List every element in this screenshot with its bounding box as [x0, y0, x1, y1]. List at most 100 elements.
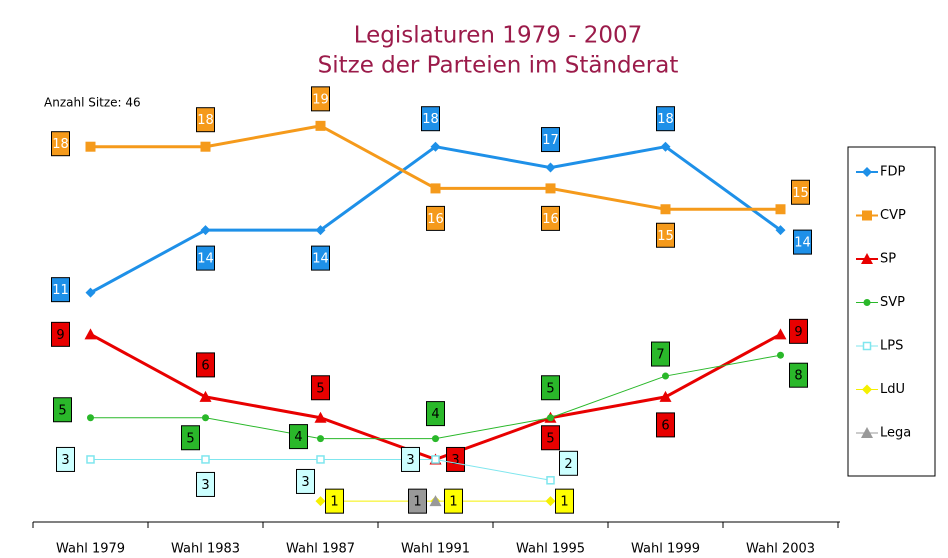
marker	[199, 390, 212, 402]
marker	[430, 141, 441, 152]
data-label: 3	[61, 453, 69, 468]
marker	[317, 435, 324, 443]
series: 9 6 5 3 5 6 9	[51, 318, 808, 472]
data-label: 1	[330, 495, 338, 510]
data-label-box	[656, 412, 675, 438]
marker	[862, 167, 872, 177]
annotation: Anzahl Sitze: 46	[44, 96, 141, 110]
marker	[546, 476, 555, 485]
marker	[775, 225, 786, 236]
data-label: 9	[794, 325, 802, 340]
data-label-box	[791, 179, 810, 205]
data-label-box	[311, 375, 330, 401]
data-label: 18	[657, 112, 674, 127]
data-label: 1	[449, 495, 457, 510]
data-label: 14	[197, 252, 214, 267]
data-label: 19	[312, 92, 329, 107]
data-label-box	[426, 205, 445, 231]
data-label-box	[426, 401, 445, 427]
data-label-box	[289, 424, 308, 450]
data-label: 5	[58, 403, 66, 418]
data-label: 3	[451, 453, 459, 468]
marker	[314, 411, 327, 423]
series: 5 5 4 4 5 7 8	[53, 341, 808, 451]
data-label-box	[421, 106, 440, 132]
data-label-box	[401, 446, 420, 472]
legend-label: FDP	[880, 165, 905, 180]
x-tick-label: Wahl 1995	[516, 542, 585, 557]
data-label-box	[196, 245, 215, 271]
data-label-box	[444, 488, 463, 514]
marker	[662, 372, 669, 380]
data-label: 3	[201, 478, 209, 493]
data-label-box	[53, 397, 72, 423]
marker	[775, 204, 786, 215]
data-label: 4	[431, 407, 439, 422]
data-label-box	[656, 222, 675, 248]
chart-subtitle: Sitze der Parteien im Ständerat	[318, 53, 679, 79]
data-label: 18	[197, 113, 214, 128]
data-label: 6	[201, 358, 209, 373]
data-label-box	[555, 488, 574, 514]
data-label-box	[789, 362, 808, 388]
data-label-box	[51, 131, 70, 157]
marker	[774, 328, 787, 340]
marker	[861, 253, 873, 264]
data-label-box	[311, 86, 330, 112]
data-label-box	[181, 425, 200, 451]
legend-label: SVP	[880, 295, 905, 310]
marker	[315, 496, 326, 507]
legend-label: LPS	[880, 339, 903, 354]
marker	[862, 210, 872, 221]
marker	[316, 455, 325, 464]
x-tick-label: Wahl 1987	[286, 542, 355, 557]
marker	[85, 141, 96, 152]
marker	[777, 351, 784, 359]
data-label: 5	[546, 431, 554, 446]
legend-box	[847, 146, 936, 477]
marker	[200, 141, 211, 152]
data-label: 5	[546, 381, 554, 396]
data-label-box	[196, 352, 215, 378]
legend-label: Lega	[880, 426, 911, 441]
data-label-box	[651, 341, 670, 367]
data-label: 3	[301, 475, 309, 490]
legend-label: CVP	[880, 208, 906, 223]
data-label: 16	[542, 212, 559, 227]
data-label: 15	[657, 229, 674, 244]
data-label-box	[789, 318, 808, 344]
series: 1	[408, 488, 442, 514]
data-label-box	[196, 107, 215, 133]
marker	[201, 455, 210, 464]
x-tick-label: Wahl 2003	[746, 542, 815, 557]
marker	[315, 120, 326, 131]
marker	[545, 162, 556, 173]
data-label: 7	[656, 348, 664, 363]
data-label: 11	[52, 283, 69, 298]
data-label-box	[541, 375, 560, 401]
marker	[200, 225, 211, 236]
series: 18 18 19 16 16 15 15	[51, 86, 810, 248]
marker	[202, 414, 209, 422]
marker	[863, 299, 871, 306]
x-tick-label: Wahl 1999	[631, 542, 700, 557]
series: 11 14 14 18 17 18 14	[51, 106, 812, 303]
data-label-box	[325, 488, 344, 514]
data-label-box	[559, 450, 578, 476]
data-label: 5	[316, 381, 324, 396]
data-label: 5	[186, 431, 194, 446]
series: 3 3 3 3 2	[56, 446, 578, 497]
data-label-box	[56, 446, 75, 472]
marker	[659, 390, 672, 402]
series-line	[90, 124, 781, 211]
marker	[545, 183, 556, 194]
data-label: 3	[406, 453, 414, 468]
chart-title: Legislaturen 1979 - 2007	[354, 23, 643, 49]
data-label: 18	[422, 112, 439, 127]
legend-label: LdU	[880, 382, 905, 397]
marker	[862, 384, 872, 395]
data-label: 2	[564, 457, 572, 472]
data-label: 14	[312, 252, 329, 267]
marker	[432, 435, 439, 443]
marker	[431, 455, 440, 464]
